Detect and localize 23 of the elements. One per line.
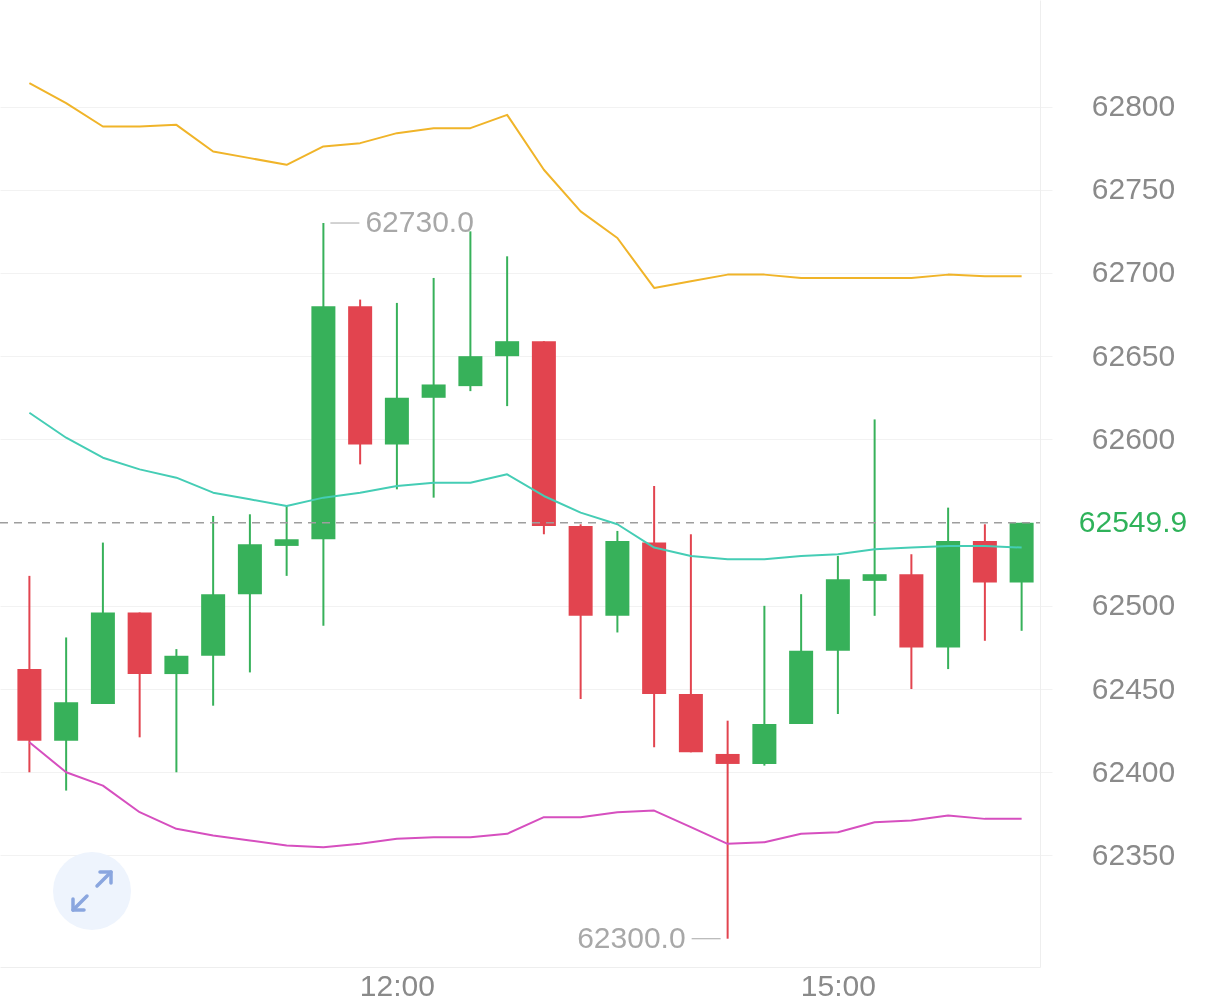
y-tick-label: 62500 bbox=[1091, 588, 1176, 622]
y-tick-label: 62350 bbox=[1091, 837, 1176, 871]
x-tick-label: 15:00 bbox=[800, 968, 876, 999]
line-series bbox=[28, 741, 1023, 849]
candlestick bbox=[862, 418, 887, 617]
candlestick bbox=[164, 648, 189, 774]
y-tick-label: 62450 bbox=[1091, 671, 1176, 705]
y-tick-label: 62700 bbox=[1091, 255, 1176, 289]
candlestick bbox=[715, 719, 740, 940]
line-series bbox=[28, 411, 1023, 561]
annotation: 62300.0 bbox=[577, 920, 686, 954]
y-tick-label: 62750 bbox=[1091, 172, 1176, 206]
candlestick bbox=[274, 504, 299, 577]
candlestick bbox=[421, 276, 446, 499]
line-series bbox=[28, 82, 1023, 289]
y-tick-label: 62650 bbox=[1091, 338, 1176, 372]
y-tick-label: 62400 bbox=[1091, 754, 1176, 788]
y-tick-label: 62600 bbox=[1091, 421, 1176, 455]
y-tick-label: 62800 bbox=[1091, 89, 1176, 123]
x-tick-label: 12:00 bbox=[359, 968, 435, 999]
ref-line-label: 62549.9 bbox=[1078, 504, 1188, 538]
annotation: 62730.0 bbox=[365, 205, 474, 239]
candlestick bbox=[495, 255, 520, 408]
